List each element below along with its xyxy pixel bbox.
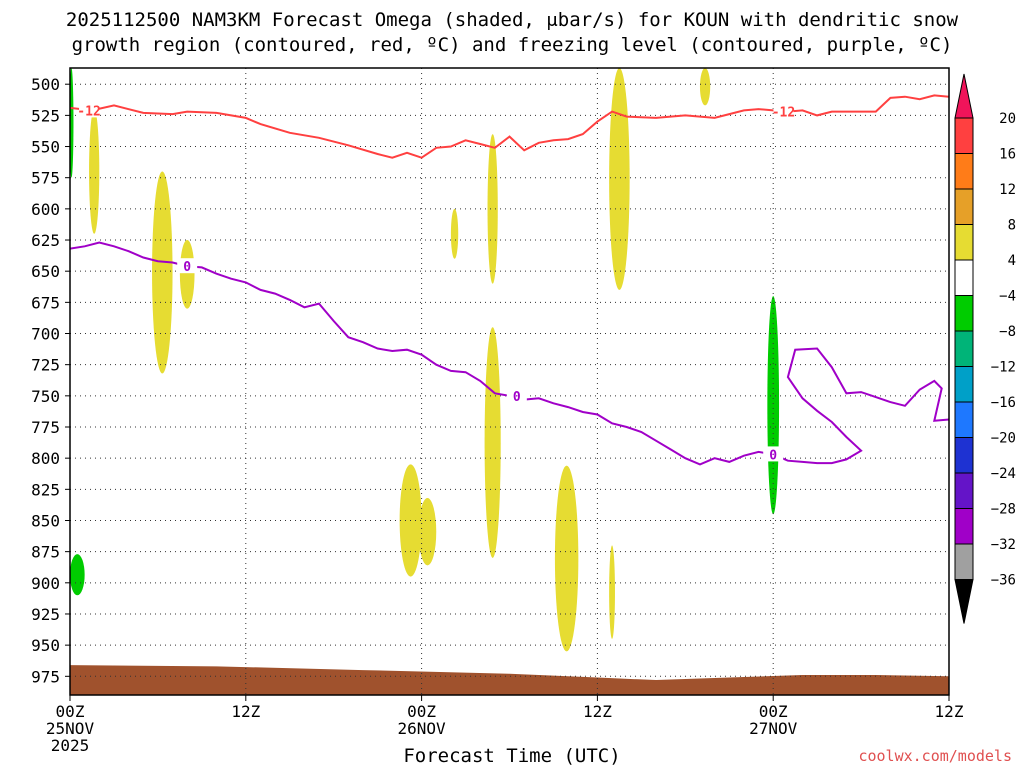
y-tick-label: 875 [31, 543, 60, 562]
x-tick-label: 12Z [935, 702, 964, 721]
omega-cell [70, 554, 85, 596]
colorbar-band [954, 153, 974, 190]
omega-cell [487, 134, 498, 284]
colorbar-label: 12 [999, 182, 1016, 198]
y-tick-label: 600 [31, 200, 60, 219]
omega-cell [554, 465, 579, 652]
colorbar-label: −8 [999, 324, 1016, 340]
contour-layer: -12 -12 0 0 0 [70, 94, 949, 466]
colorbar-band [954, 472, 974, 509]
colorbar-band [954, 508, 974, 545]
colorbar-label: −32 [991, 537, 1016, 553]
omega-cell [418, 498, 437, 566]
x-tick-label: 26NOV [398, 719, 447, 738]
colorbar-band [954, 224, 974, 261]
y-tick-label: 750 [31, 387, 60, 406]
omega-cell [699, 68, 711, 106]
y-tick-label: 900 [31, 574, 60, 593]
x-axis-title: Forecast Time (UTC) [403, 745, 621, 767]
chart-title-line-1: 2025112500 NAM3KM Forecast Omega (shaded… [65, 9, 959, 31]
y-tick-label: 700 [31, 325, 60, 344]
contour-label-bg [79, 102, 100, 118]
x-tick-label: 25NOV [46, 719, 95, 738]
colorbar-top-arrow [954, 73, 974, 119]
omega-cell [609, 545, 615, 639]
colorbar-band [954, 330, 974, 367]
x-tick-label: 00Z [407, 702, 436, 721]
watermark: coolwx.com/models [858, 747, 1012, 765]
y-tick-label: 950 [31, 636, 60, 655]
colorbar-band [954, 295, 974, 332]
x-tick-label: 12Z [231, 702, 260, 721]
contour-label-bg [763, 446, 784, 462]
y-tick-label: 925 [31, 605, 60, 624]
colorbar-label: −20 [991, 431, 1016, 447]
omega-cell [179, 240, 195, 309]
plot-frame [69, 67, 950, 696]
colorbar-label: −4 [999, 289, 1016, 305]
colorbar-band [954, 259, 974, 296]
colorbar-band [954, 401, 974, 438]
y-tick-label: 975 [31, 667, 60, 686]
y-tick-label: 800 [31, 449, 60, 468]
colorbar-label: 4 [1008, 253, 1016, 269]
dendritic-growth-contour [70, 94, 949, 159]
chart-title-line-2: growth region (contoured, red, ºC) and f… [71, 34, 953, 56]
colorbar-band [954, 437, 974, 474]
colorbar-band [954, 117, 974, 154]
y-tick-label: 675 [31, 293, 60, 312]
colorbar-label: 8 [1008, 218, 1016, 234]
colorbar-bottom-arrow [954, 579, 974, 624]
colorbar-label: −12 [991, 360, 1016, 376]
y-tick-label: 825 [31, 480, 60, 499]
omega-cell [484, 327, 501, 558]
y-tick-label: 625 [31, 231, 60, 250]
colorbar-band [954, 543, 974, 580]
contour-label: -12 [77, 104, 100, 119]
omega-cell [70, 68, 74, 178]
y-tick-label: 550 [31, 138, 60, 157]
colorbar-label: −36 [991, 573, 1016, 589]
contour-label: 0 [513, 390, 521, 405]
y-tick-label: 850 [31, 511, 60, 530]
contour-label: 0 [183, 260, 191, 275]
contour-label-bg [773, 103, 794, 119]
omega-cell [89, 109, 100, 234]
contour-label: 0 [769, 448, 777, 463]
omega-cell [609, 68, 630, 290]
contour-label-bg [506, 387, 527, 403]
y-tick-label: 525 [31, 106, 60, 125]
y-tick-label: 650 [31, 262, 60, 281]
terrain-layer [70, 665, 949, 695]
terrain-surface [70, 665, 949, 695]
freezing-level-contour [70, 241, 949, 466]
x-tick-label: 00Z [759, 702, 788, 721]
y-tick-label: 725 [31, 356, 60, 375]
colorbar: 20 16 12 8 4 −4 −8 −12 −16 −20 −24 −28 −32 −36 [954, 73, 1016, 624]
contour-label: -12 [772, 106, 795, 121]
contour-label-bg [177, 258, 198, 274]
colorbar-label: 16 [999, 147, 1016, 163]
x-tick-label: 2025 [51, 736, 90, 755]
x-tick-label: 12Z [583, 702, 612, 721]
y-tick-label: 575 [31, 169, 60, 188]
colorbar-label: −24 [991, 466, 1016, 482]
plot-background [70, 68, 949, 695]
colorbar-label: 20 [999, 111, 1016, 127]
x-tick-label: 00Z [56, 702, 85, 721]
omega-cell [152, 171, 173, 374]
omega-cell [450, 208, 459, 259]
y-tick-label: 775 [31, 418, 60, 437]
colorbar-label: −28 [991, 502, 1016, 518]
colorbar-band [954, 188, 974, 225]
y-axis: 500 525 550 575 600 625 650 675 700 725 750 775 800 8… [31, 75, 70, 686]
colorbar-label: −16 [991, 395, 1016, 411]
y-tick-label: 500 [31, 75, 60, 94]
colorbar-band [954, 366, 974, 403]
x-tick-label: 27NOV [749, 719, 798, 738]
